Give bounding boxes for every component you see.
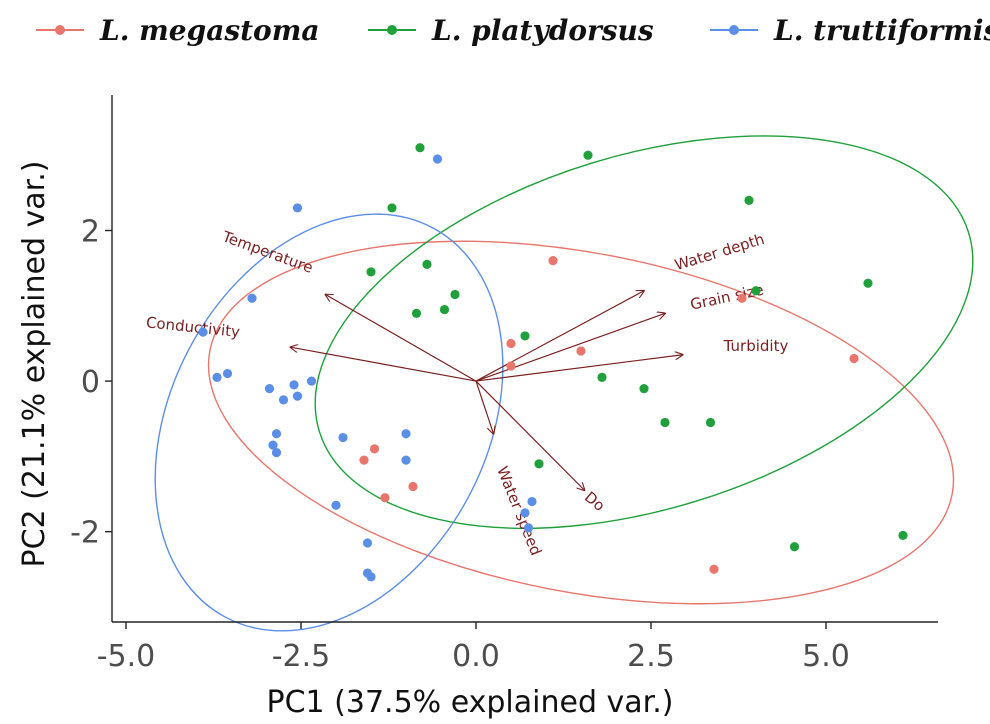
data-point [520,508,530,518]
loading-label: Temperature [219,227,315,277]
data-point [411,308,422,318]
data-point [576,346,586,356]
y-tick-label: 2 [81,215,100,250]
data-point [338,432,348,443]
loading-arrow [475,355,683,382]
x-tick-label: 2.5 [627,639,675,674]
loading-arrow [475,380,494,434]
y-axis-title: PC2 (21.1% explained var.) [17,161,52,568]
data-point [306,376,317,386]
data-point [415,143,425,153]
x-tick-label: 0.0 [452,639,500,674]
x-tick-label: 5.0 [802,639,850,674]
loading-arrow [291,347,477,382]
data-point [548,256,558,266]
loading-label: Water speed [493,464,545,558]
data-point [331,500,341,510]
confidence-ellipse [314,135,974,530]
legend-swatch-point [729,25,739,35]
legend-swatch-point [387,25,397,35]
data-point [506,338,516,349]
data-point [527,496,537,507]
data-point [401,455,411,465]
data-point [534,459,544,469]
loading-arrow [475,380,585,490]
data-point [401,429,411,439]
data-point [439,304,450,315]
data-point [380,493,390,503]
data-point [422,259,432,269]
data-point [212,372,222,382]
data-point [597,372,607,382]
data-point [222,368,233,379]
data-point [289,380,299,390]
data-point [359,455,369,465]
data-point [583,150,593,160]
data-point [292,203,303,213]
legend-label: L. megastoma [99,14,320,47]
data-points [198,143,908,582]
data-point [366,267,376,277]
legend-label: L. platydorsus [431,14,654,47]
axes: -5.0 -2.5 0.0 2.5 5.0 -2 0 2 [70,95,938,674]
data-point [744,195,754,205]
data-point [408,481,418,492]
legend-label: L. truttiformis [773,14,990,47]
loading-arrow [326,295,477,382]
y-tick-label: -2 [70,516,100,551]
loading-label: Turbidity [723,337,789,355]
data-point [709,564,719,574]
data-point [639,384,649,394]
confidence-ellipse [207,240,955,605]
data-point [898,530,908,541]
data-point [387,203,397,213]
data-point [705,417,716,428]
data-point [271,429,282,439]
data-point [292,391,303,401]
data-point [271,448,282,458]
x-tick-label: -5.0 [97,639,156,674]
x-tick-label: -2.5 [272,639,331,674]
data-point [432,154,443,164]
data-point [198,327,208,337]
loading-label: Grain size [689,281,766,314]
data-point [362,538,373,548]
data-point [264,384,275,394]
legend: L. megastoma L. platydorsus L. truttiformi… [36,14,990,47]
data-point [520,331,530,341]
loading-label: Water depth [673,230,767,274]
data-point [247,293,257,303]
legend-swatch-point [55,25,65,35]
x-axis-title: PC1 (37.5% explained var.) [267,685,674,720]
loading-arrow [475,291,644,382]
data-point [737,293,747,303]
data-point [523,523,534,533]
data-point [450,289,460,300]
data-point [849,353,859,364]
data-point [751,286,761,296]
data-point [863,278,873,288]
loading-label: Conductivity [145,313,241,341]
data-point [660,417,670,428]
loading-arrow [475,313,665,382]
data-point [506,361,516,371]
confidence-ellipse [154,213,504,632]
confidence-ellipses [154,135,974,632]
data-point [278,395,289,405]
y-tick-label: 0 [81,365,100,400]
data-point [268,440,278,450]
data-point [369,444,380,454]
data-point [362,568,373,578]
data-point [789,542,800,552]
loading-label: Do [581,488,608,515]
